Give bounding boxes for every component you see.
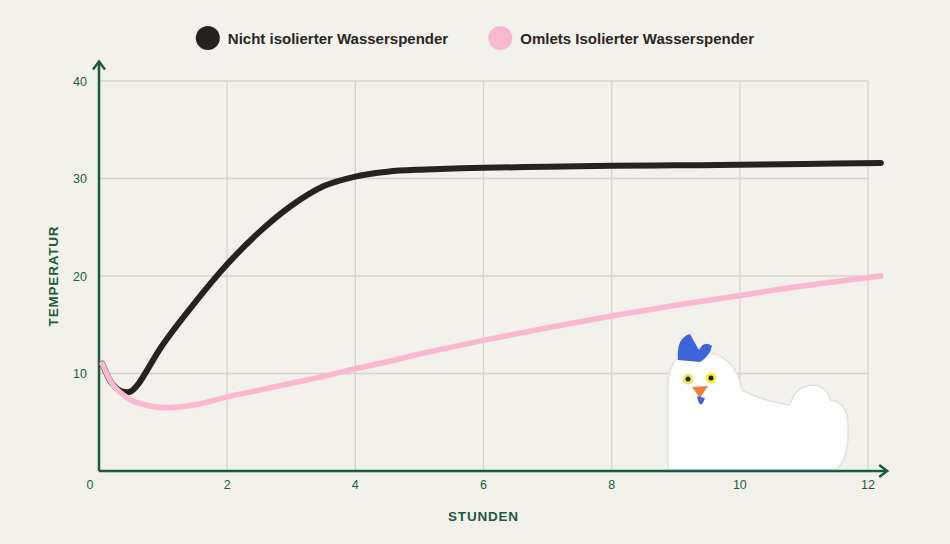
hen-wattle — [697, 396, 705, 405]
y-tick-label: 30 — [73, 172, 87, 186]
series-line — [102, 276, 881, 408]
series-group — [102, 163, 881, 408]
x-axis-arrow — [879, 465, 887, 477]
y-grid-line — [99, 178, 868, 179]
legend-item: Nicht isolierter Wasserspender — [196, 26, 449, 50]
hen-pupil — [686, 377, 691, 382]
y-tick-label: 40 — [73, 75, 87, 89]
y-tick-label: 10 — [73, 367, 87, 381]
y-axis-line — [98, 62, 101, 472]
x-tick-label: 4 — [352, 478, 359, 492]
y-tick-label: 20 — [73, 270, 87, 284]
x-tick-label: 2 — [224, 478, 231, 492]
x-tick-label: 6 — [480, 478, 487, 492]
legend-swatch — [488, 26, 512, 50]
x-axis-title: STUNDEN — [448, 509, 519, 524]
legend-label: Omlets Isolierter Wasserspender — [520, 30, 754, 47]
hen-comb — [678, 334, 712, 362]
legend-item: Omlets Isolierter Wasserspender — [488, 26, 754, 50]
axes: 0 2 4 6 8 10 12 10 20 30 40 — [73, 62, 887, 493]
legend-swatch — [196, 26, 220, 50]
x-tick-label: 10 — [733, 478, 747, 492]
hen-pupil — [709, 376, 714, 381]
background — [0, 0, 950, 544]
hen-eye — [706, 373, 717, 384]
hen-beak — [692, 386, 708, 398]
x-tick-label: 0 — [87, 478, 94, 492]
y-axis-arrow — [93, 62, 105, 70]
legend-label: Nicht isolierter Wasserspender — [228, 30, 449, 47]
y-axis-title: TEMPERATUR — [46, 226, 61, 327]
chart: 0 2 4 6 8 10 12 10 20 30 40 STUNDEN TEMPERATUR Nicht … — [0, 0, 950, 544]
hen-eye — [683, 374, 694, 385]
legend: Nicht isolierter Wasserspender Omlets Iso… — [196, 26, 754, 50]
hen-illustration — [668, 334, 848, 470]
series-line — [102, 163, 881, 392]
y-grid-line — [99, 373, 868, 374]
y-grid-line — [99, 80, 868, 81]
x-tick-label: 12 — [861, 478, 875, 492]
x-tick-label: 8 — [608, 478, 615, 492]
x-axis-line — [99, 470, 887, 473]
hen-body — [668, 352, 848, 470]
